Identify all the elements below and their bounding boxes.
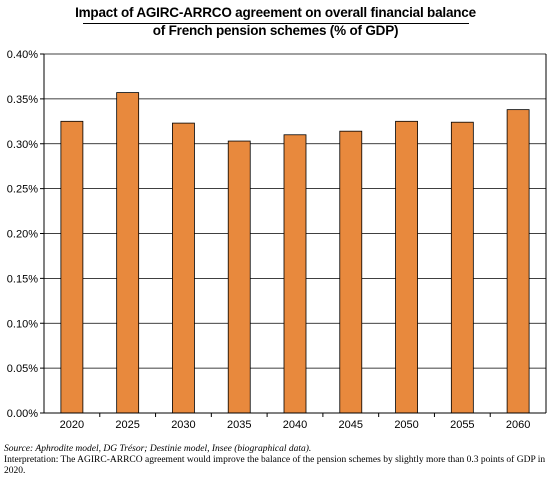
x-tick-label: 2060	[506, 419, 530, 431]
y-tick-label: 0.40%	[7, 49, 38, 61]
y-tick-label: 0.35%	[7, 94, 38, 106]
x-tick-label: 2035	[227, 419, 251, 431]
y-tick-label: 0.00%	[7, 408, 38, 420]
bar	[395, 120, 418, 414]
bars	[60, 92, 530, 414]
x-tick-label: 2040	[283, 419, 307, 431]
y-tick-label: 0.15%	[7, 273, 38, 285]
bar	[450, 121, 474, 414]
bar	[339, 130, 363, 414]
interpretation-note: Interpretation: The AGIRC-ARRCO agreemen…	[4, 455, 546, 476]
tick-labels: 0.00% 0.05% 0.10% 0.15% 0.20% 0.25% 0.30% 0.35%…	[7, 49, 531, 431]
bar	[283, 134, 307, 414]
x-tick-label: 2055	[450, 419, 474, 431]
bar	[116, 92, 140, 414]
axes	[40, 53, 547, 417]
y-tick-label: 0.30%	[7, 139, 38, 151]
bar	[60, 120, 84, 414]
chart-title-line-1: Impact of AGIRC-ARRCO agreement on overa…	[75, 5, 476, 20]
title-underline	[83, 23, 469, 24]
x-tick-label: 2020	[60, 419, 84, 431]
chart-title: Impact of AGIRC-ARRCO agreement on overa…	[0, 4, 551, 40]
y-tick-label: 0.05%	[7, 363, 38, 375]
bar	[506, 109, 530, 414]
x-tick-label: 2025	[115, 419, 139, 431]
y-tick-label: 0.20%	[7, 229, 38, 241]
y-tick-label: 0.10%	[7, 318, 38, 330]
x-tick-label: 2050	[394, 419, 418, 431]
source-note: Source: Aphrodite model, DG Trésor; Dest…	[4, 444, 312, 454]
y-tick-label: 0.25%	[7, 184, 38, 196]
x-tick-label: 2045	[339, 419, 363, 431]
bar	[227, 140, 251, 414]
bar	[172, 122, 195, 414]
chart-title-line-2: of French pension schemes (% of GDP)	[152, 23, 399, 38]
x-tick-label: 2030	[171, 419, 195, 431]
chart-footer: Source: Aphrodite model, DG Trésor; Dest…	[4, 444, 549, 477]
